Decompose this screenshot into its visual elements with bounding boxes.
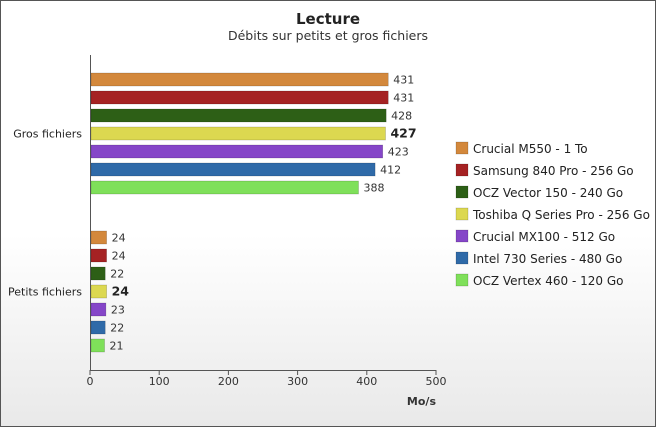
category-label: Gros fichiers (13, 128, 82, 141)
bar (90, 230, 107, 245)
category-label: Petits fichiers (8, 286, 82, 299)
x-tick-label: 500 (426, 375, 447, 388)
data-label: 388 (363, 182, 384, 195)
legend: Crucial M550 - 1 To Samsung 840 Pro - 256… (455, 141, 650, 288)
data-label: 24 (112, 232, 126, 245)
x-tick-label: 100 (149, 375, 170, 388)
data-label: 24 (112, 284, 130, 299)
data-label: 428 (391, 110, 412, 123)
bar (90, 284, 107, 299)
bar (90, 144, 384, 159)
legend-item-label: Intel 730 Series - 480 Go (473, 252, 622, 266)
x-tick-label: 400 (356, 375, 377, 388)
x-tick-label: 200 (218, 375, 239, 388)
x-axis-ticks: 0 100 200 300 400 500 (87, 370, 447, 388)
data-label: 22 (110, 268, 124, 281)
data-label: 22 (110, 322, 124, 335)
data-label: 431 (393, 92, 414, 105)
legend-item-label: OCZ Vertex 460 - 120 Go (473, 274, 623, 288)
legend-item-label: Toshiba Q Series Pro - 256 Go (472, 208, 650, 222)
legend-swatch (455, 273, 469, 287)
bar (90, 302, 107, 317)
bar (90, 320, 106, 335)
data-label: 412 (380, 164, 401, 177)
legend-item-label: Crucial MX100 - 512 Go (473, 230, 615, 244)
chart-subtitle: Débits sur petits et gros fichiers (228, 28, 428, 43)
data-label: 23 (111, 304, 125, 317)
legend-swatch (455, 229, 469, 243)
chart-title: Lecture (296, 10, 360, 28)
bar (90, 338, 105, 353)
data-label: 24 (112, 250, 126, 263)
legend-item-label: OCZ Vector 150 - 240 Go (473, 186, 623, 200)
bar (90, 266, 106, 281)
bar (90, 162, 376, 177)
x-tick-label: 300 (287, 375, 308, 388)
x-axis-unit-label: Mo/s (407, 395, 437, 408)
bar (90, 180, 359, 195)
bar (90, 248, 107, 263)
bar (90, 72, 389, 87)
legend-swatch (455, 141, 469, 155)
x-tick-label: 0 (87, 375, 94, 388)
legend-item-label: Crucial M550 - 1 To (473, 142, 588, 156)
y-axis-categories: Gros fichiers Petits fichiers (8, 128, 82, 299)
data-labels-layer: 431 431 428 427 423 412 388 24 24 22 24 23 22 21 (110, 74, 417, 353)
legend-swatch (455, 251, 469, 265)
bar (90, 126, 386, 141)
legend-item-label: Samsung 840 Pro - 256 Go (473, 164, 634, 178)
data-label: 423 (388, 146, 409, 159)
legend-swatch (455, 207, 469, 221)
bar (90, 108, 387, 123)
legend-swatch (455, 185, 469, 199)
data-label: 431 (393, 74, 414, 87)
bar (90, 90, 389, 105)
bars-layer (90, 72, 389, 353)
legend-swatch (455, 163, 469, 177)
data-label: 21 (110, 340, 124, 353)
data-label: 427 (390, 126, 416, 141)
